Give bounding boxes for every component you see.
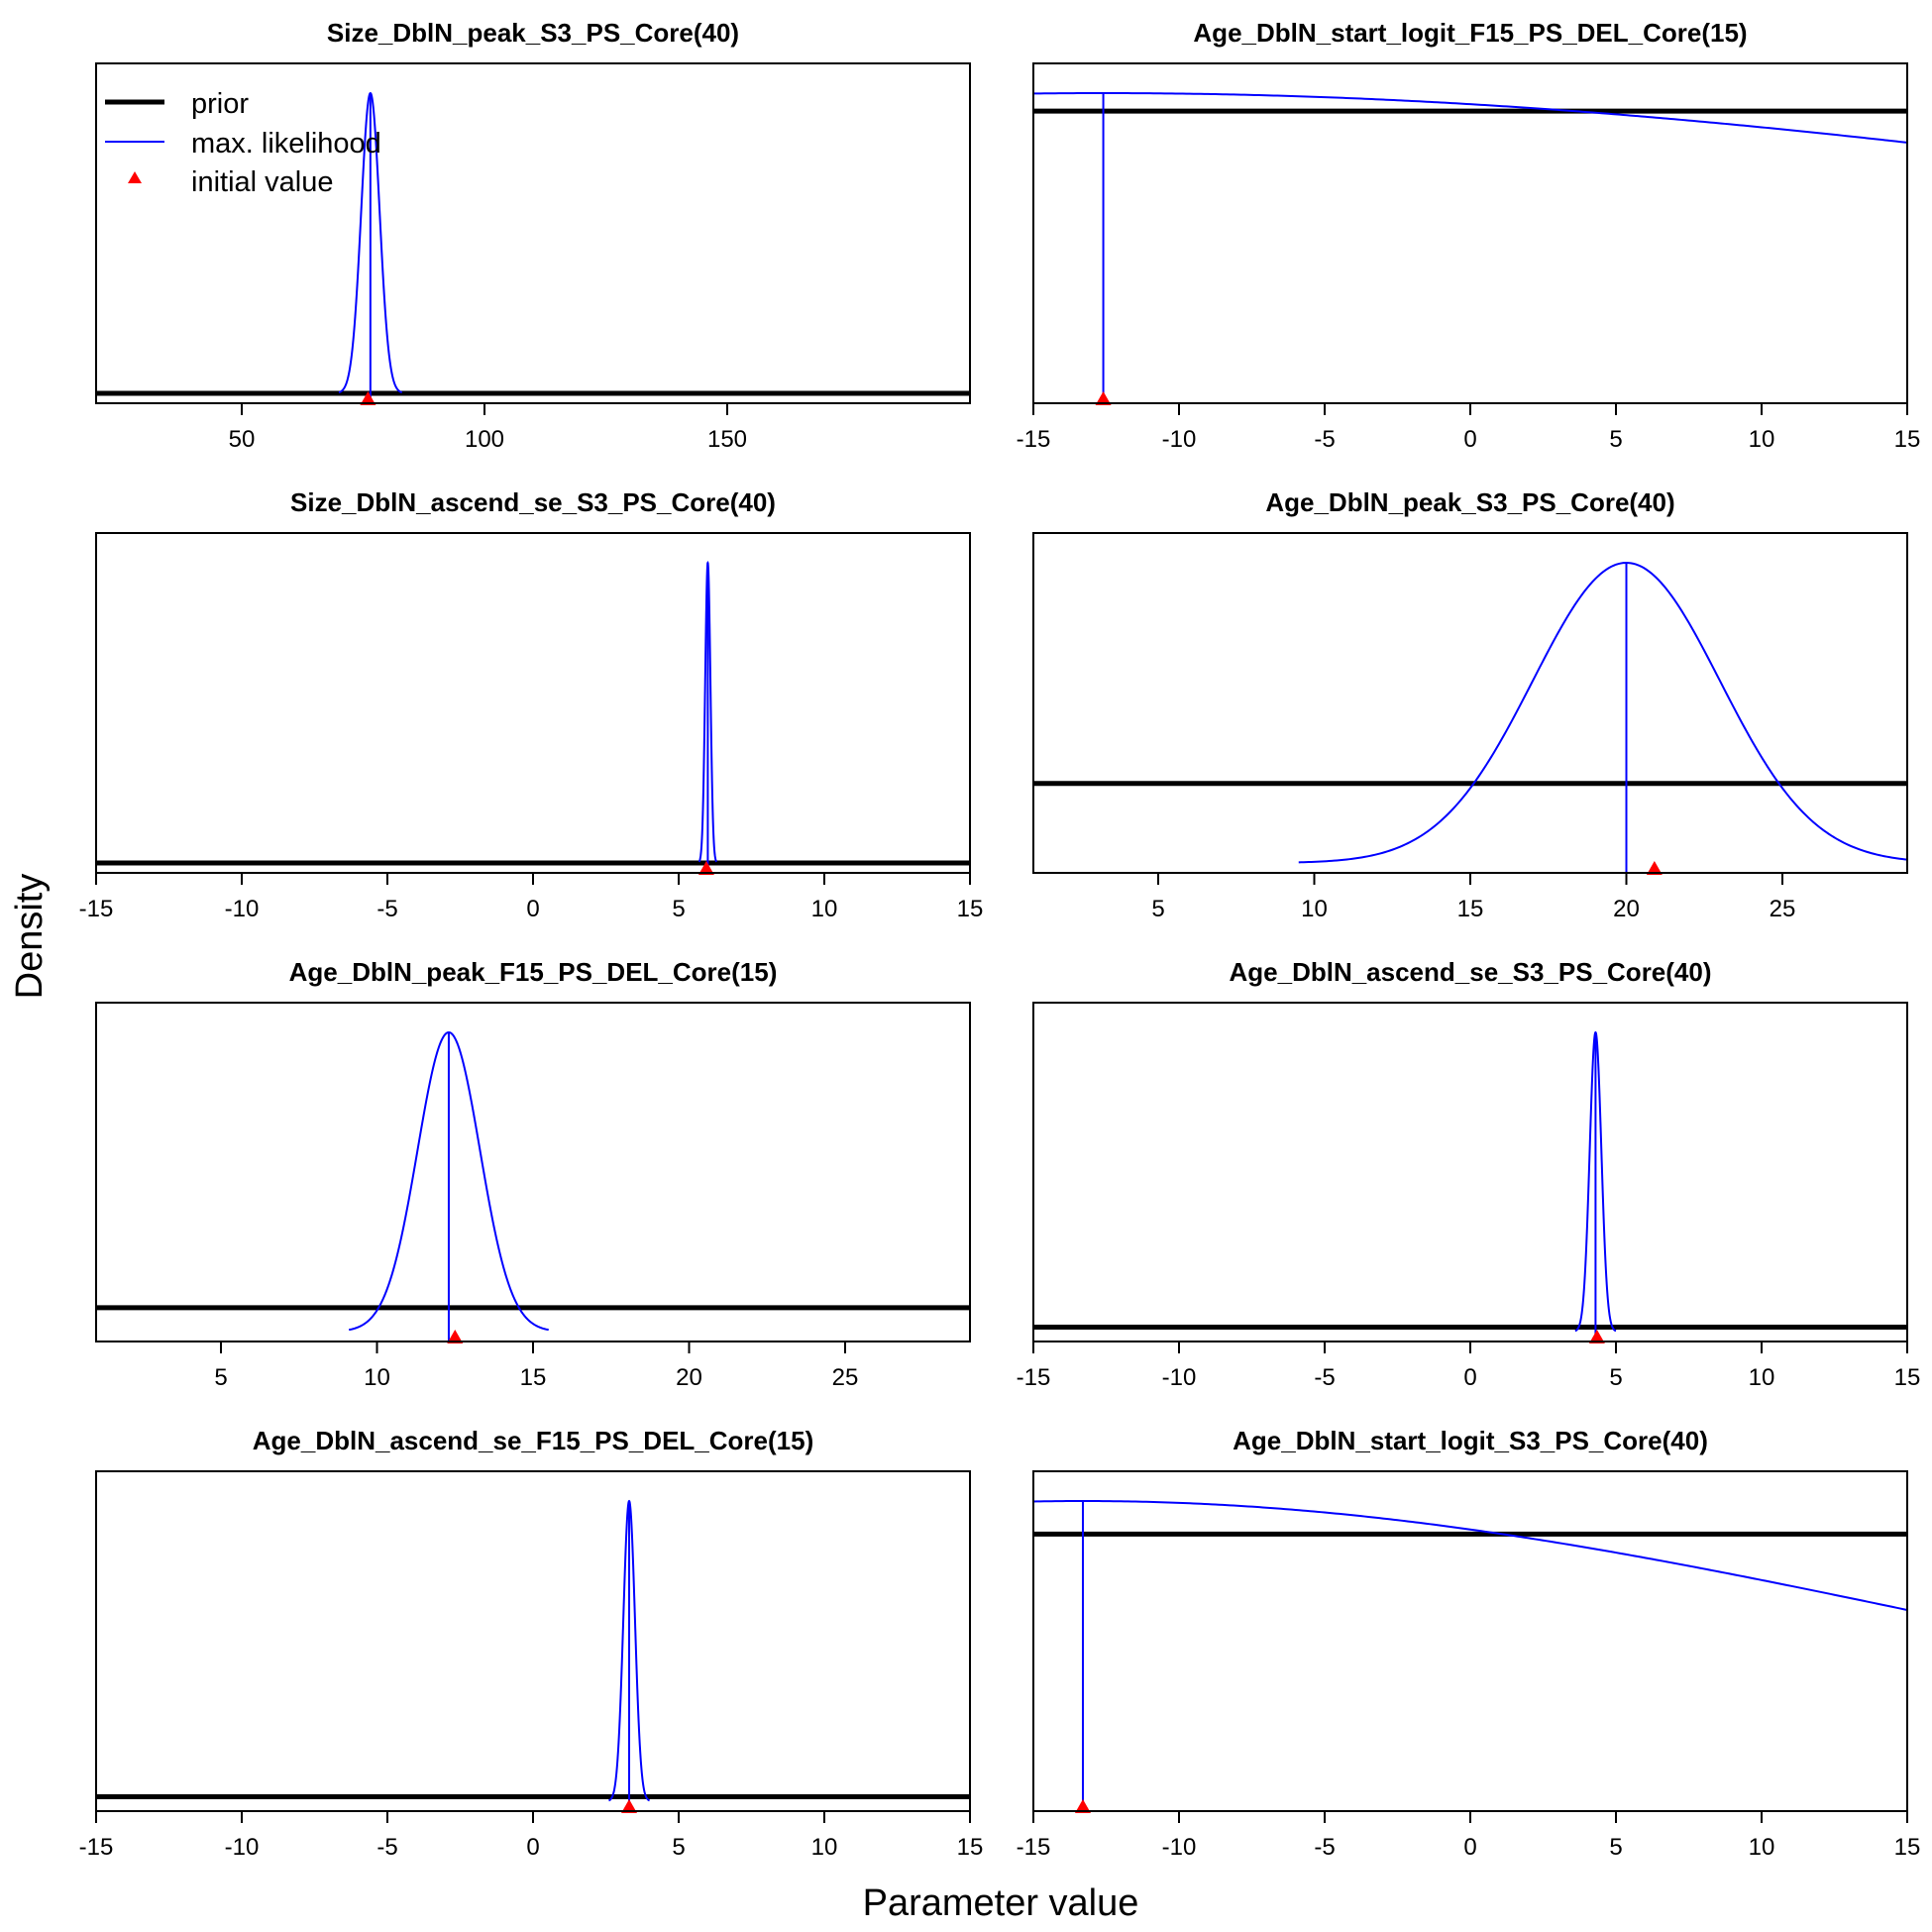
x-tick-label: -10: [1162, 1834, 1197, 1861]
x-tick-label: 10: [811, 896, 838, 922]
x-tick-label: -10: [1162, 1364, 1197, 1391]
x-tick-label: 20: [1613, 896, 1640, 922]
x-tick-label: -15: [1017, 1364, 1051, 1391]
panel-frame: [1032, 532, 1908, 874]
x-tick-label: 5: [672, 896, 685, 922]
panel-frame: [95, 532, 971, 874]
panel-title: Size_DblN_ascend_se_S3_PS_Core(40): [290, 487, 776, 517]
legend-ml-label: max. likelihood: [191, 128, 381, 160]
panel-2: Age_DblN_start_logit_F15_PS_DEL_Core(15)…: [1017, 18, 1921, 453]
x-tick-label: -5: [376, 1834, 397, 1861]
x-tick-label: 0: [526, 1834, 539, 1861]
panel-title: Age_DblN_start_logit_F15_PS_DEL_Core(15): [1193, 18, 1747, 48]
initial-value-marker: [1588, 1330, 1605, 1343]
x-tick-label: 15: [1894, 1834, 1921, 1861]
panel-7: Age_DblN_ascend_se_F15_PS_DEL_Core(15) -1…: [79, 1426, 984, 1861]
ml-curve: [1033, 92, 1907, 144]
initial-value-marker: [698, 861, 714, 875]
x-tick-label: -15: [1017, 426, 1051, 453]
x-tick-label: 10: [1749, 426, 1775, 453]
x-tick-label: 10: [1301, 896, 1328, 922]
panel-title: Age_DblN_peak_S3_PS_Core(40): [1265, 487, 1674, 517]
panel-8: Age_DblN_start_logit_S3_PS_Core(40) -15 -1…: [1017, 1426, 1921, 1861]
x-tick-label: 5: [1609, 426, 1622, 453]
panel-frame: [1032, 1470, 1908, 1812]
x-tick-label: 10: [811, 1834, 838, 1861]
panel-frame: [1032, 62, 1908, 404]
x-tick-label: 5: [672, 1834, 685, 1861]
legend-initial-marker: [128, 171, 142, 183]
x-tick-label: -5: [376, 896, 397, 922]
panel-title: Age_DblN_start_logit_S3_PS_Core(40): [1233, 1426, 1708, 1455]
x-tick-label: 10: [1749, 1834, 1775, 1861]
x-tick-label: 5: [1609, 1364, 1622, 1391]
x-tick-label: 5: [1151, 896, 1164, 922]
x-tick-label: 25: [832, 1364, 859, 1391]
x-tick-label: 100: [465, 426, 504, 453]
x-axis-title: Parameter value: [863, 1882, 1139, 1924]
initial-value-marker: [1095, 391, 1112, 405]
y-axis-title: Density: [9, 874, 51, 1000]
panel-title: Age_DblN_peak_F15_PS_DEL_Core(15): [289, 957, 778, 987]
panel-frame: [1032, 1002, 1908, 1342]
panel-frame: [95, 62, 971, 404]
x-tick-label: 15: [957, 896, 984, 922]
panel-4: Age_DblN_peak_S3_PS_Core(40) 5 10 15 20 25: [1032, 487, 1908, 922]
initial-value-marker: [1074, 1799, 1091, 1813]
x-tick-label: 15: [1894, 1364, 1921, 1391]
x-tick-label: 5: [214, 1364, 227, 1391]
panel-title: Age_DblN_ascend_se_F15_PS_DEL_Core(15): [253, 1426, 813, 1455]
initial-value-marker: [447, 1330, 464, 1343]
x-tick-label: 150: [707, 426, 747, 453]
x-tick-label: -15: [79, 1834, 114, 1861]
legend: prior max. likelihood initial value: [105, 88, 381, 198]
x-tick-label: 0: [1463, 426, 1476, 453]
x-tick-label: 15: [1457, 896, 1484, 922]
x-tick-label: 0: [1463, 1834, 1476, 1861]
x-tick-label: 10: [1749, 1364, 1775, 1391]
ml-curve: [1298, 562, 1907, 864]
x-tick-label: 20: [676, 1364, 702, 1391]
legend-initial-label: initial value: [191, 166, 333, 198]
x-tick-label: -15: [1017, 1834, 1051, 1861]
x-tick-label: 15: [957, 1834, 984, 1861]
initial-value-marker: [360, 391, 376, 405]
initial-value-marker: [1646, 861, 1663, 875]
x-tick-label: 25: [1770, 896, 1796, 922]
panel-title: Age_DblN_ascend_se_S3_PS_Core(40): [1229, 957, 1711, 987]
x-tick-label: -10: [1162, 426, 1197, 453]
x-tick-label: -15: [79, 896, 114, 922]
panel-3: Size_DblN_ascend_se_S3_PS_Core(40) -15 -10…: [79, 487, 984, 922]
legend-prior-label: prior: [191, 88, 249, 120]
initial-value-marker: [621, 1799, 638, 1813]
panel-5: Age_DblN_peak_F15_PS_DEL_Core(15) 5 10 15 20…: [95, 957, 971, 1391]
panel-1: Size_DblN_peak_S3_PS_Core(40) 50 100 150: [95, 18, 971, 453]
x-tick-label: -5: [1314, 1364, 1335, 1391]
x-tick-label: -10: [225, 1834, 260, 1861]
x-tick-label: -5: [1314, 1834, 1335, 1861]
panel-frame: [95, 1002, 971, 1342]
x-tick-label: 5: [1609, 1834, 1622, 1861]
x-tick-label: -10: [225, 896, 260, 922]
x-tick-label: 10: [364, 1364, 390, 1391]
x-tick-label: 15: [520, 1364, 547, 1391]
ml-curve: [1033, 1500, 1907, 1611]
panels: Size_DblN_peak_S3_PS_Core(40)50 100 150Age…: [79, 18, 1921, 1861]
panel-frame: [95, 1470, 971, 1812]
panel-title: Size_DblN_peak_S3_PS_Core(40): [327, 18, 739, 48]
x-tick-label: 0: [1463, 1364, 1476, 1391]
x-tick-label: -5: [1314, 426, 1335, 453]
x-tick-label: 50: [229, 426, 256, 453]
x-tick-label: 0: [526, 896, 539, 922]
panel-6: Age_DblN_ascend_se_S3_PS_Core(40) -15 -10 -…: [1017, 957, 1921, 1391]
x-tick-label: 15: [1894, 426, 1921, 453]
